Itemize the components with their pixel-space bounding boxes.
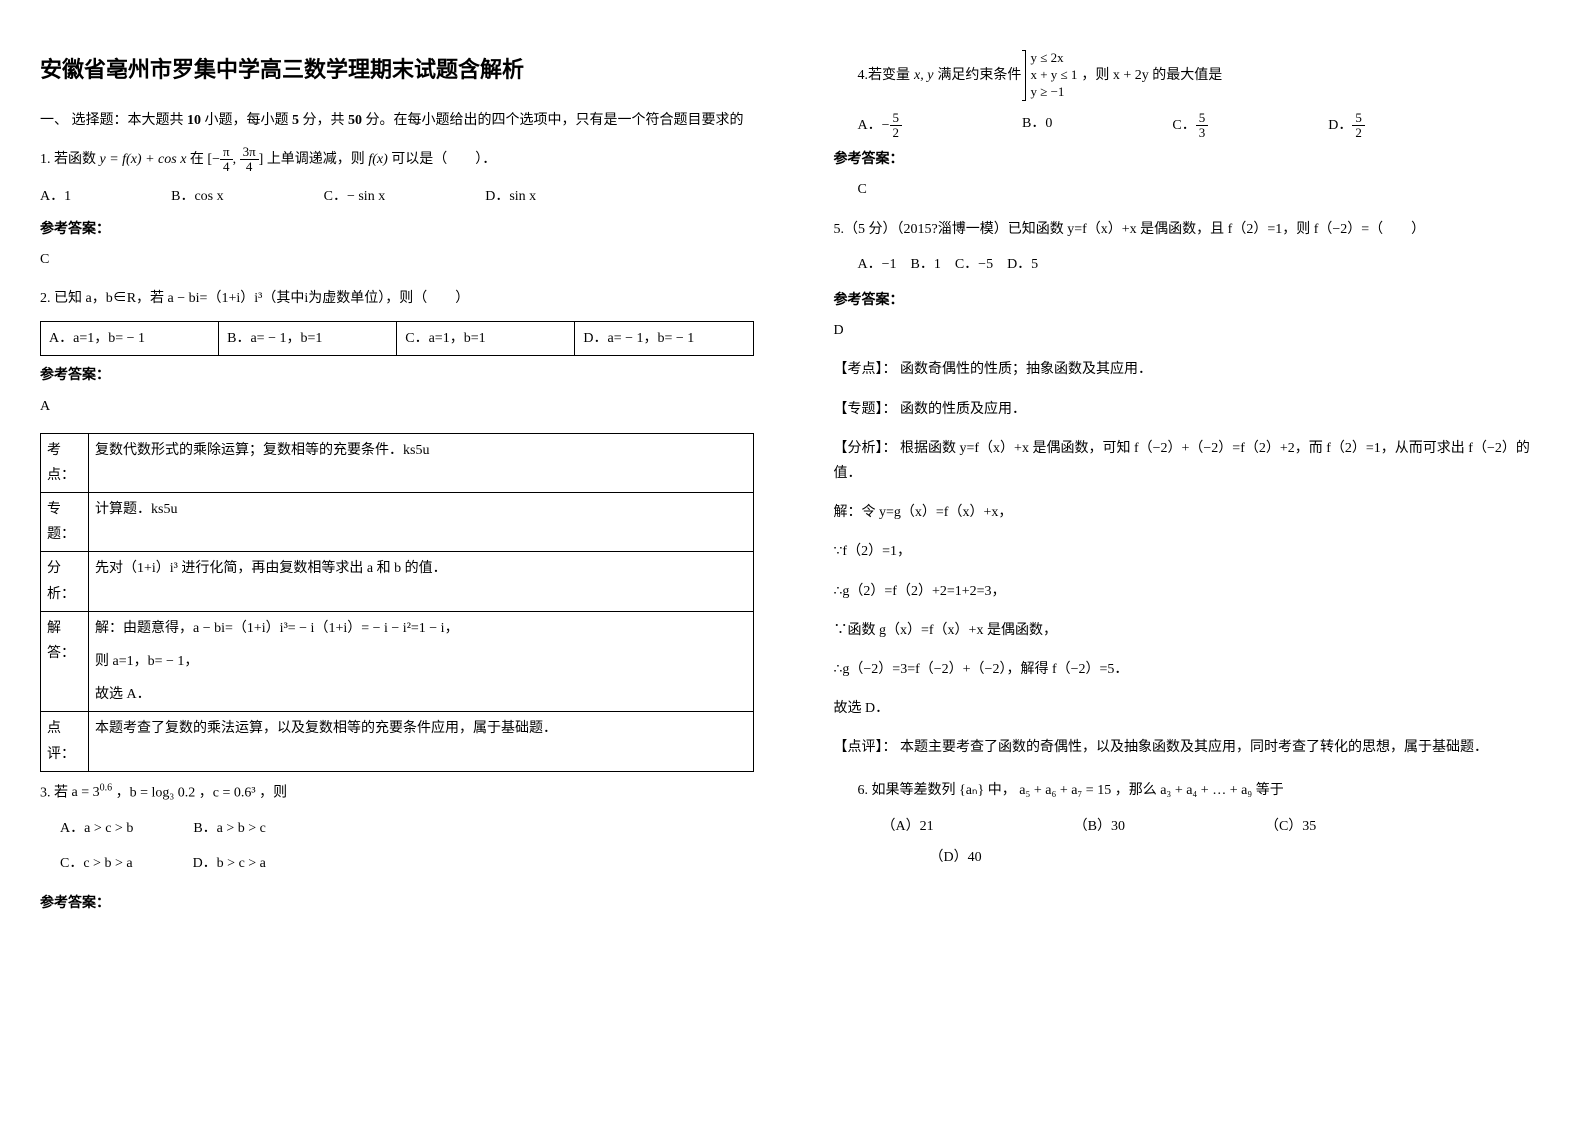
q4-xy: x, y [914,63,933,88]
page-right: 4.若变量 x, y 满足约束条件 y ≤ 2x x + y ≤ 1 y ≥ −… [794,0,1587,1122]
q2-opt-b: B．a= − 1，b=1 [219,322,397,356]
q6-stem-mid: 中， [988,783,1016,798]
q5-l9: 故选 D． [834,696,1548,721]
q1-opt-d: D．sin x [485,184,536,209]
q4-opt-d: D．52 [1328,111,1365,141]
q5-l3: 【分析】： 根据函数 y=f（x）+x 是偶函数，可知 f（−2）+（−2）=f… [834,436,1548,486]
section-1-head: 一、 选择题：本大题共 10 小题，每小题 5 分，共 50 分。在每小题给出的… [40,108,754,133]
q1-options: A．1 B．cos x C．− sin x D．sin x [40,184,754,209]
q2-opt-d: D．a= − 1，b= − 1 [575,322,753,356]
q3-ans-label: 参考答案： [40,890,754,915]
q2-r2a: 专题： [41,493,89,552]
q2-r3a: 分析： [41,552,89,611]
q2-r5b: 本题考查了复数的乘法运算，以及复数相等的充要条件应用，属于基础题． [89,712,754,771]
q3-opt-a: A．a > c > b [60,816,133,841]
q3-b: ，b = log₃ 0.2 ，c = 0.6³ ，则 [116,785,287,800]
q2-ans-label: 参考答案： [40,362,754,387]
q4-opt-b: B．0 [1022,111,1052,141]
q4-opt-c: C．53 [1172,111,1208,141]
q1-fn: y = f(x) + cos x [100,152,187,167]
q5-l1: 【考点】： 函数奇偶性的性质；抽象函数及其应用． [834,357,1548,382]
question-4: 4.若变量 x, y 满足约束条件 y ≤ 2x x + y ≤ 1 y ≥ −… [834,50,1548,101]
q6-sum2: a₃ + a₄ + … + a₉ [1160,783,1252,798]
q1-opt-a: A．1 [40,184,71,209]
question-1: 1. 若函数 y = f(x) + cos x 在 [−π4, 3π4] 上单调… [40,145,754,175]
q2-r1a: 考点： [41,433,89,492]
q1-stem-mid: 在 [190,152,208,167]
q2-opt-c: C．a=1，b=1 [397,322,575,356]
q6-opt-b: （B）30 [1074,814,1125,839]
q1-opt-c: C．− sin x [324,184,386,209]
doc-title: 安徽省亳州市罗集中学高三数学理期末试题含解析 [40,50,754,90]
q6-stem-pre: 6. 如果等差数列 [858,783,960,798]
q2-options-table: A．a=1，b= − 1 B．a= − 1，b=1 C．a=1，b=1 D．a=… [40,321,754,356]
q1-fx: f(x) [368,152,387,167]
question-5-stem: 5.（5 分）（2015?淄博一模）已知函数 y=f（x）+x 是偶函数，且 f… [834,217,1548,242]
question-3: 3. 若 a = 30.6 ，b = log₃ 0.2 ，c = 0.6³ ，则 [40,780,754,806]
page-left: 安徽省亳州市罗集中学高三数学理期末试题含解析 一、 选择题：本大题共 10 小题… [0,0,794,1122]
q5-ans-label: 参考答案： [834,287,1548,312]
q5-l10: 【点评】： 本题主要考查了函数的奇偶性，以及抽象函数及其应用，同时考查了转化的思… [834,735,1548,760]
q5-l4: 解：令 y=g（x）=f（x）+x， [834,500,1548,525]
q2-ans: A [40,394,754,419]
q3-opt-b: B．a > b > c [193,816,266,841]
q3-opt-d: D．b > c > a [193,851,266,876]
q2-r4b: 解：由题意得，a − bi=（1+i）i³= − i（1+i）= − i − i… [89,611,754,712]
q6-an: {aₙ} [959,783,984,798]
q1-stem-pre: 1. 若函数 [40,152,100,167]
q2-r2b: 计算题．ks5u [89,493,754,552]
q3-opts-row1: A．a > c > b B．a > b > c [60,816,754,841]
q4-stem-post: ，则 x + 2y 的最大值是 [1081,63,1222,88]
q1-ans-label: 参考答案： [40,216,754,241]
q2-r1b: 复数代数形式的乘除运算；复数相等的充要条件．ks5u [89,433,754,492]
q6-stem-mid2: ，那么 [1115,783,1161,798]
q1-interval: [−π4, 3π4] [207,152,263,167]
q1-stem-post: 上单调递减，则 [267,152,369,167]
q2-opt-a: A．a=1，b= − 1 [41,322,219,356]
q6-opts-row1: （A）21 （B）30 （C）35 [882,814,1548,839]
q5-l5: ∵f（2）=1， [834,539,1548,564]
q5-l7: ∵函数 g（x）=f（x）+x 是偶函数， [834,618,1548,643]
q5-l8: ∴g（−2）=3=f（−2）+（−2），解得 f（−2）=5． [834,657,1548,682]
q3-a: a = 30.6 [72,785,113,800]
q1-stem-end: 可以是（ ）． [391,152,496,167]
q2-r5a: 点评： [41,712,89,771]
q4-ans: C [858,177,1548,202]
q3-opts-row2: C．c > b > a D．b > c > a [60,851,754,876]
q1-ans: C [40,247,754,272]
q5-ans: D [834,318,1548,343]
q2-r3b: 先对（1+i）i³ 进行化简，再由复数相等求出 a 和 b 的值． [89,552,754,611]
q5-l2: 【专题】： 函数的性质及应用． [834,397,1548,422]
q2-explain-table: 考点：复数代数形式的乘除运算；复数相等的充要条件．ks5u 专题：计算题．ks5… [40,433,754,772]
q4-opt-a: A．−52 [858,111,903,141]
q6-stem-end: 等于 [1256,783,1284,798]
q4-ans-label: 参考答案： [834,146,1548,171]
q4-stem-pre: 4.若变量 [858,63,911,88]
q1-opt-b: B．cos x [171,184,224,209]
q6-opt-c: （C）35 [1265,814,1316,839]
q3-stem-pre: 3. 若 [40,785,72,800]
q5-l6: ∴g（2）=f（2）+2=1+2=3， [834,579,1548,604]
q6-opt-d: （D）40 [930,845,1548,870]
q4-stem-mid: 满足约束条件 [937,63,1021,88]
q2-r4a: 解答： [41,611,89,712]
q6-opt-a: （A）21 [882,814,934,839]
q3-opt-c: C．c > b > a [60,851,133,876]
question-6: 6. 如果等差数列 {aₙ} 中， a₅ + a₆ + a₇ = 15 ，那么 … [858,778,1548,803]
q4-constraints: y ≤ 2x x + y ≤ 1 y ≥ −1 [1025,50,1077,101]
q6-sum1: a₅ + a₆ + a₇ = 15 [1019,783,1111,798]
q5-opts: A．−1 B．1 C．−5 D．5 [858,252,1548,277]
question-2-stem: 2. 已知 a，b∈R，若 a − bi=（1+i）i³（其中i为虚数单位），则… [40,286,754,311]
q4-options: A．−52 B．0 C．53 D．52 [858,111,1548,141]
